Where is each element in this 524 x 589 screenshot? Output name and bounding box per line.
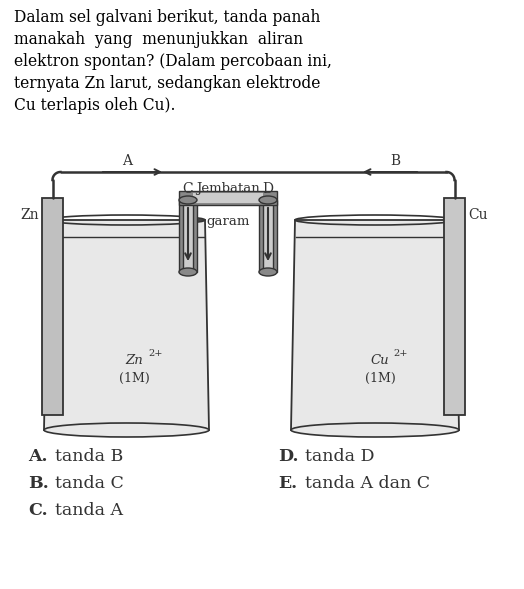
Text: B.: B. bbox=[28, 475, 49, 492]
Text: E.: E. bbox=[278, 475, 297, 492]
Text: Jembatan: Jembatan bbox=[196, 182, 260, 195]
Text: D.: D. bbox=[278, 448, 299, 465]
Ellipse shape bbox=[259, 268, 277, 276]
Text: Cu terlapis oleh Cu).: Cu terlapis oleh Cu). bbox=[14, 97, 176, 114]
Ellipse shape bbox=[259, 196, 277, 204]
Text: A.: A. bbox=[28, 448, 48, 465]
Text: C: C bbox=[183, 182, 193, 196]
Text: tanda A: tanda A bbox=[55, 502, 123, 519]
Text: manakah  yang  menunjukkan  aliran: manakah yang menunjukkan aliran bbox=[14, 31, 303, 48]
Text: garam: garam bbox=[206, 215, 250, 228]
Text: ternyata Zn larut, sedangkan elektrode: ternyata Zn larut, sedangkan elektrode bbox=[14, 75, 320, 92]
Text: Zn: Zn bbox=[126, 353, 144, 366]
Text: (1M): (1M) bbox=[119, 372, 150, 385]
Bar bbox=[444, 198, 465, 415]
Bar bbox=[42, 198, 63, 415]
Text: Dalam sel galvani berikut, tanda panah: Dalam sel galvani berikut, tanda panah bbox=[14, 9, 320, 26]
Text: 2+: 2+ bbox=[148, 349, 163, 359]
Ellipse shape bbox=[291, 423, 459, 437]
Text: C.: C. bbox=[28, 502, 48, 519]
Text: B: B bbox=[390, 154, 400, 168]
Text: tanda B: tanda B bbox=[55, 448, 123, 465]
Text: tanda A dan C: tanda A dan C bbox=[305, 475, 430, 492]
Text: tanda C: tanda C bbox=[55, 475, 124, 492]
Ellipse shape bbox=[179, 196, 197, 204]
Polygon shape bbox=[45, 237, 208, 429]
Text: A: A bbox=[123, 154, 133, 168]
Text: Cu: Cu bbox=[370, 353, 389, 366]
Bar bbox=[183, 200, 193, 274]
Text: 2+: 2+ bbox=[393, 349, 408, 359]
Text: D: D bbox=[263, 182, 274, 196]
Text: elektron spontan? (Dalam percobaan ini,: elektron spontan? (Dalam percobaan ini, bbox=[14, 53, 332, 70]
Bar bbox=[179, 200, 183, 272]
Text: Zn: Zn bbox=[20, 208, 39, 222]
Bar bbox=[193, 200, 197, 272]
Ellipse shape bbox=[44, 423, 209, 437]
Bar bbox=[273, 200, 277, 272]
Polygon shape bbox=[291, 220, 459, 430]
Bar bbox=[179, 191, 277, 205]
Bar bbox=[259, 200, 263, 272]
Text: (1M): (1M) bbox=[365, 372, 396, 385]
Text: tanda D: tanda D bbox=[305, 448, 375, 465]
Polygon shape bbox=[292, 237, 458, 429]
Ellipse shape bbox=[179, 268, 197, 276]
Text: Cu: Cu bbox=[468, 208, 488, 222]
Bar bbox=[193, 193, 263, 203]
Polygon shape bbox=[44, 220, 209, 430]
Bar bbox=[263, 200, 273, 274]
